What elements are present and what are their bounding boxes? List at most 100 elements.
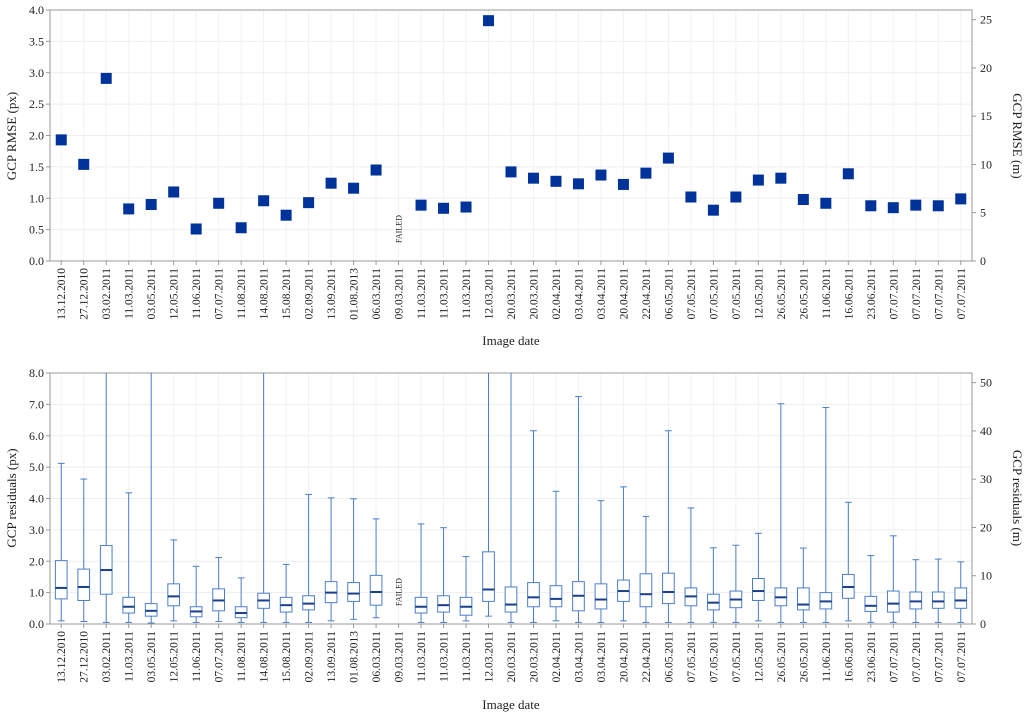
rmse-x-tick-label: 11.08.2011 (236, 268, 248, 319)
residuals-left-tick-label: 2.0 (29, 554, 44, 568)
residuals-iqr-box (437, 595, 450, 613)
residuals-x-tick-label: 11.08.2011 (236, 631, 248, 682)
residuals-x-tick-label: 11.03.2011 (461, 631, 473, 682)
residuals-box (167, 539, 181, 622)
residuals-iqr-box (122, 596, 136, 614)
residuals-x-tick-label: 20.03.2011 (506, 631, 518, 683)
residuals-box (931, 558, 945, 623)
residuals-box (234, 577, 248, 623)
residuals-box (324, 497, 338, 622)
residuals-x-label: Image date (482, 697, 540, 712)
residuals-box (774, 403, 788, 623)
residuals-x-tick-label: 26.05.2011 (798, 631, 810, 683)
residuals-x-tick-label: 07.07.2011 (933, 631, 945, 683)
rmse-x-tick-label: 16.06.2011 (843, 268, 855, 320)
residuals-left-ticks: 0.0 1.0 2.0 3.0 4.0 5.0 6.0 7.0 8.0 (29, 366, 50, 631)
residuals-box (796, 547, 810, 623)
rmse-y-label: GCP RMSE (px) (4, 92, 19, 180)
residuals-box (841, 501, 855, 622)
residuals-box (617, 486, 630, 622)
rmse-x-tick-label: 20.04.2011 (618, 268, 630, 320)
residuals-failed-annotation: FAILED (395, 578, 404, 606)
residuals-x-tick-label: 15.08.2011 (281, 631, 293, 683)
rmse-marker (190, 223, 202, 235)
residuals-x-tick-label: 27.12.2010 (79, 631, 91, 683)
rmse-right-tick-label: 25 (980, 13, 992, 27)
rmse-marker (55, 134, 67, 146)
residuals-box (909, 559, 923, 623)
residuals-x-tick-label: 07.05.2011 (708, 631, 720, 683)
rmse-marker (797, 194, 809, 206)
residuals-x-tick-label: 06.05.2011 (663, 631, 675, 683)
rmse-x-tick-label: 27.12.2010 (79, 268, 91, 320)
rmse-x-tick-label: 07.05.2011 (731, 268, 743, 320)
residuals-left-tick-label: 6.0 (29, 429, 44, 443)
rmse-x-tick-label: 14.08.2011 (259, 268, 271, 320)
rmse-x-tick-label: 07.07.2011 (214, 268, 226, 320)
residuals-x-tick-label: 07.05.2011 (686, 631, 698, 683)
residuals-iqr-box (504, 586, 518, 613)
rmse-marker (168, 186, 180, 198)
residuals-x-tick-label: 12.03.2011 (484, 631, 496, 683)
rmse-marker (78, 158, 90, 170)
rmse-marker (145, 199, 157, 211)
rmse-x-tick-label: 11.06.2011 (191, 268, 203, 319)
rmse-marker (258, 195, 270, 207)
rmse-marker (842, 168, 854, 180)
residuals-box (549, 490, 563, 622)
residuals-right-tick-label: 20 (980, 520, 992, 534)
residuals-x-tick-label: 02.04.2011 (551, 631, 563, 683)
rmse-x-tick-label: 12.05.2011 (753, 268, 765, 320)
rmse-x-tick-label: 02.04.2011 (551, 268, 563, 320)
rmse-right-tick-label: 15 (980, 109, 992, 123)
residuals-iqr-box (347, 582, 360, 602)
rmse-x-tick-label: 07.07.2011 (911, 268, 923, 320)
rmse-marker (370, 164, 382, 176)
rmse-x-tick-label: 01.08.2013 (349, 268, 361, 320)
rmse-x-tick-label: 13.12.2010 (56, 268, 68, 320)
residuals-x-tick-label: 13.12.2010 (56, 631, 68, 683)
residuals-box (684, 507, 698, 623)
rmse-x-tick-label: 07.07.2011 (933, 268, 945, 320)
residuals-right-tick-label: 30 (980, 472, 992, 486)
rmse-y-label-right: GCP RMSE (m) (1010, 93, 1024, 178)
residuals-right-tick-label: 40 (980, 424, 992, 438)
rmse-marker (415, 199, 427, 211)
residuals-box (279, 563, 293, 623)
residuals-box (369, 518, 383, 619)
residuals-box (954, 561, 968, 623)
rmse-marker (460, 201, 472, 213)
residuals-iqr-box (482, 551, 495, 602)
rmse-x-tick-label: 26.05.2011 (776, 268, 788, 320)
rmse-left-tick-label: 2.5 (29, 97, 44, 111)
residuals-box (144, 373, 158, 624)
rmse-marker (820, 197, 832, 209)
rmse-left-tick-label: 1.0 (29, 191, 44, 205)
residuals-box (189, 565, 203, 623)
residuals-x-tick-label: 20.04.2011 (618, 631, 630, 683)
rmse-marker (280, 209, 292, 221)
rmse-left-tick-label: 4.0 (29, 3, 44, 17)
residuals-box (572, 396, 585, 623)
rmse-right-tick-label: 10 (980, 157, 992, 171)
rmse-x-tick-label: 22.04.2011 (641, 268, 653, 320)
residuals-x-tick-label: 11.03.2011 (124, 631, 136, 682)
rmse-marker (887, 202, 899, 214)
residuals-x-tick-label: 22.04.2011 (641, 631, 653, 683)
rmse-left-tick-label: 3.5 (29, 34, 44, 48)
rmse-markers (55, 15, 967, 235)
rmse-marker (325, 177, 337, 189)
residuals-iqr-box (796, 587, 810, 611)
rmse-x-tick-label: 11.03.2011 (124, 268, 136, 319)
residuals-iqr-box (594, 583, 608, 610)
rmse-right-tick-label: 20 (980, 61, 992, 75)
residuals-y-label-right: GCP residuals (m) (1010, 450, 1024, 546)
residuals-x-tick-label: 09.03.2011 (394, 631, 406, 683)
residuals-right-tick-label: 10 (980, 569, 992, 583)
residuals-box (77, 478, 91, 622)
residuals-right-tick-label: 0 (980, 617, 986, 631)
rmse-x-tick-label: 07.07.2011 (956, 268, 968, 320)
residuals-box (752, 532, 765, 622)
residuals-box (482, 373, 495, 617)
residuals-box (819, 407, 833, 623)
